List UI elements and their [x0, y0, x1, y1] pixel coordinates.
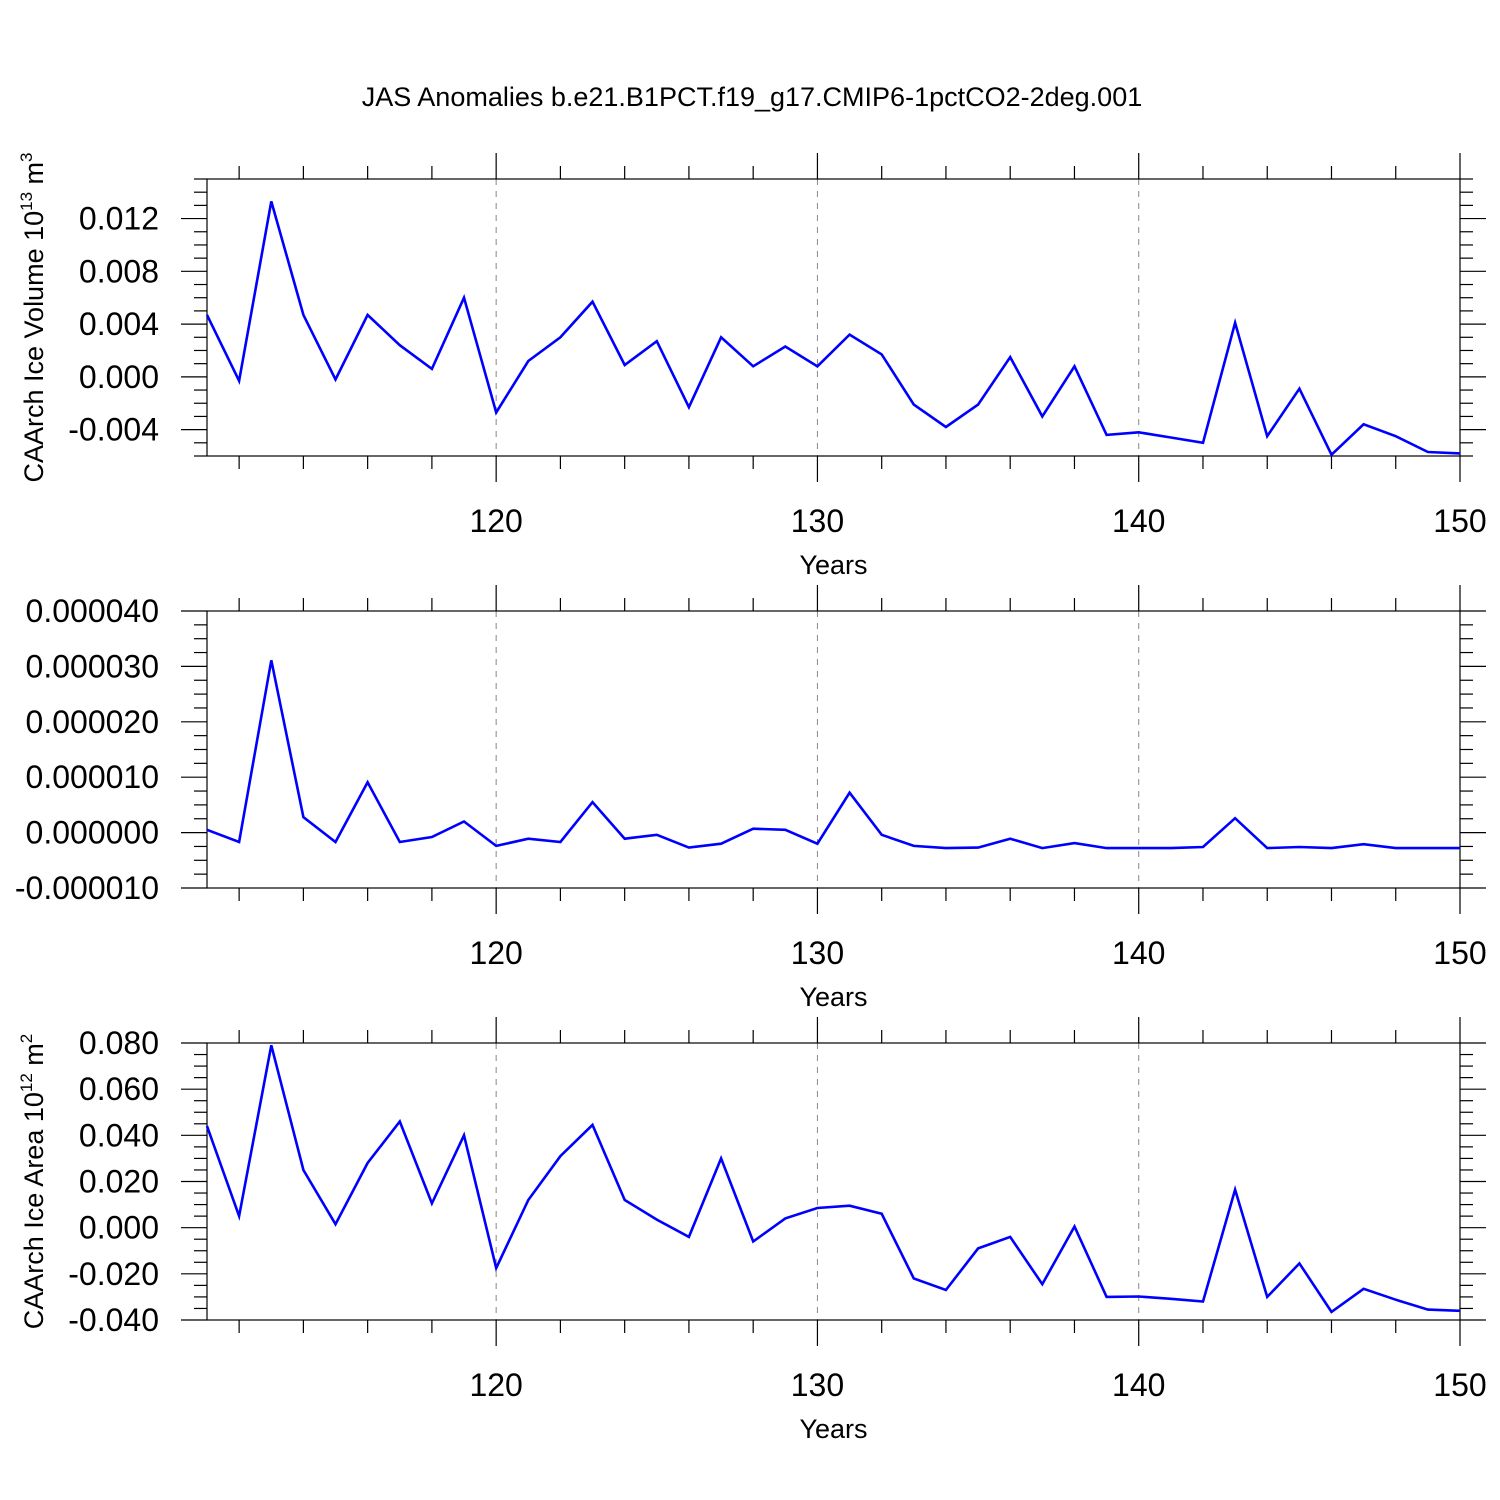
charts-group: 120 130 140 150 0.012 0.008 0.004 0.000 -0.004 Ye…: [15, 152, 1487, 1444]
x-tick-label: 130: [791, 1367, 844, 1403]
series-line: [205, 1044, 1461, 1314]
x-axis-label: Years: [799, 550, 867, 580]
y-tick-label: 0.000000: [26, 815, 159, 851]
y-tick-label: 0.000010: [26, 759, 159, 795]
y-tick-label: 0.020: [79, 1164, 159, 1200]
x-tick-label: 150: [1433, 503, 1486, 539]
plot-frame: [206, 610, 1461, 889]
x-tick-label: 120: [469, 1367, 522, 1403]
x-tick-label: 130: [791, 935, 844, 971]
y-tick-label: -0.004: [68, 412, 159, 448]
y-tick-label: -0.020: [68, 1256, 159, 1292]
panel-2: 120 130 140 150 0.000040 0.000030 0.000020 0.00…: [15, 585, 1487, 1012]
y-tick-label: 0.000030: [26, 648, 159, 684]
y-axis-label: CAArch Ice Area 1012 m2: [17, 1034, 49, 1330]
x-tick-label: 120: [469, 503, 522, 539]
y-tick-label: 0.000020: [26, 704, 159, 740]
x-tick-label: 140: [1112, 1367, 1165, 1403]
y-tick-label: 0.004: [79, 306, 159, 342]
x-tick-label: 140: [1112, 503, 1165, 539]
y-tick-label: 0.060: [79, 1071, 159, 1107]
y-tick-label: 0.000: [79, 359, 159, 395]
x-axis-label: Years: [799, 982, 867, 1012]
x-tick-label: 150: [1433, 1367, 1486, 1403]
plot-frame: [206, 178, 1461, 457]
figure-title: JAS Anomalies b.e21.B1PCT.f19_g17.CMIP6-…: [362, 82, 1142, 112]
x-tick-label: 120: [469, 935, 522, 971]
panel-3: 120 130 140 150 0.080 0.060 0.040 0.020 0.000 -0.…: [17, 1017, 1487, 1444]
panel-1: 120 130 140 150 0.012 0.008 0.004 0.000 -0.004 Ye…: [17, 152, 1487, 580]
series-line: [205, 201, 1461, 457]
y-axis-label: CAArch Ice Volume 1013 m3: [17, 152, 49, 482]
x-tick-label: 130: [791, 503, 844, 539]
y-tick-label: 0.000: [79, 1210, 159, 1246]
y-tick-label: 0.040: [79, 1117, 159, 1153]
x-tick-label: 140: [1112, 935, 1165, 971]
series-line: [206, 660, 1460, 850]
y-tick-label: -0.040: [68, 1302, 159, 1338]
y-tick-label: 0.008: [79, 253, 159, 289]
y-tick-label: 0.080: [79, 1025, 159, 1061]
plot-frame: [206, 1042, 1461, 1321]
y-tick-label: -0.000010: [15, 870, 159, 906]
y-tick-label: 0.012: [79, 201, 159, 237]
x-axis-label: Years: [799, 1414, 867, 1444]
y-tick-label: 0.000040: [26, 593, 159, 629]
x-tick-label: 150: [1433, 935, 1486, 971]
